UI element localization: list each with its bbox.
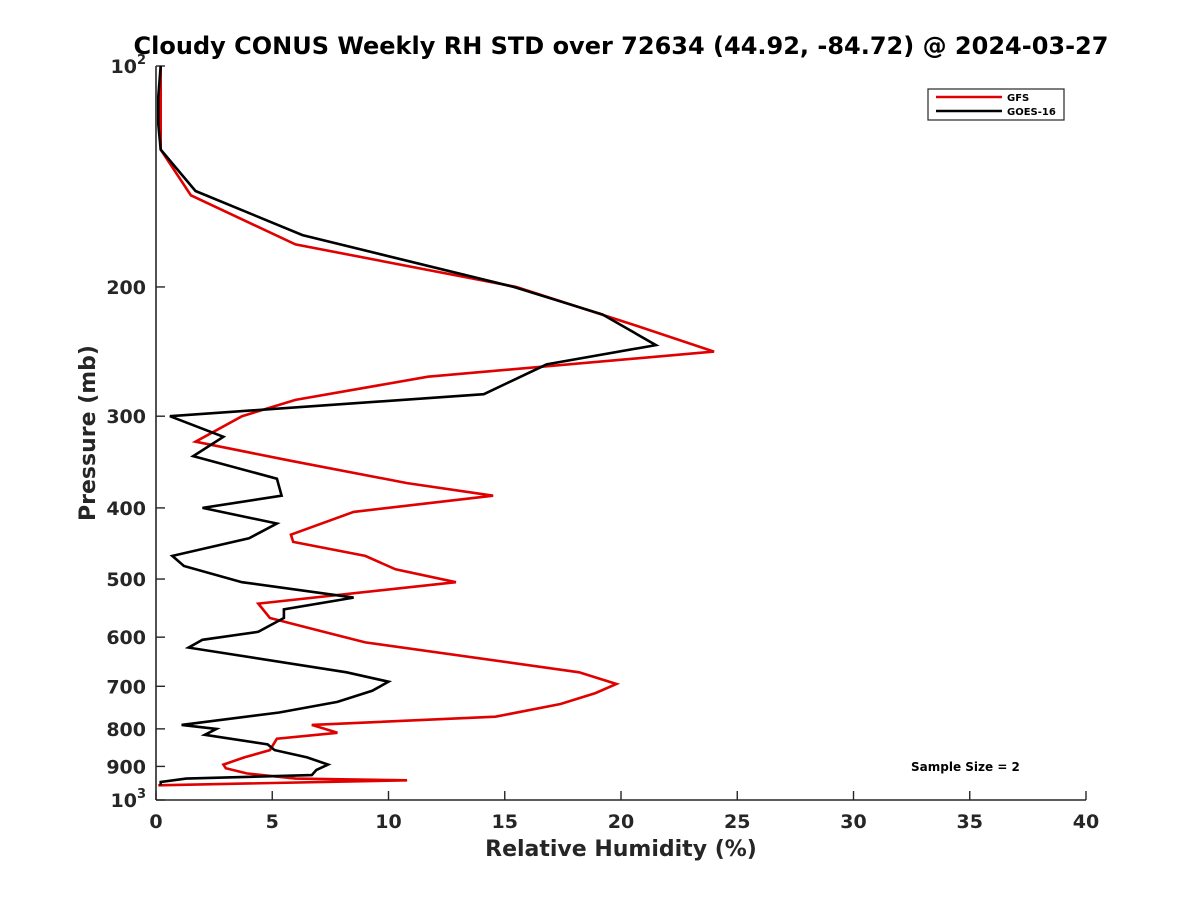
y-tick-label-800: 800 [106, 719, 146, 741]
y-axis-label: Pressure (mb) [76, 345, 101, 521]
x-tick-label-35: 35 [957, 811, 983, 833]
chart-title: Cloudy CONUS Weekly RH STD over 72634 (4… [134, 32, 1109, 60]
y-tick-label-600: 600 [106, 627, 146, 649]
sample-size-annotation: Sample Size = 2 [911, 760, 1020, 774]
series-layer [157, 65, 715, 787]
series-line-gfs [158, 66, 715, 787]
x-tick-label-15: 15 [492, 811, 518, 833]
y-tick-label-900: 900 [106, 756, 146, 778]
series-line-goes-16 [157, 65, 660, 786]
x-axis-label: Relative Humidity (%) [485, 837, 757, 862]
legend-label-goes-16: GOES-16 [1007, 107, 1056, 118]
y-tick-label-200: 200 [106, 277, 146, 299]
legend: GFS GOES-16 [927, 88, 1065, 121]
x-tick-label-0: 0 [149, 811, 162, 833]
x-tick-label-25: 25 [724, 811, 750, 833]
y-tick-label-700: 700 [106, 676, 146, 698]
x-tick-label-10: 10 [375, 811, 401, 833]
y-tick-label-400: 400 [106, 498, 146, 520]
y-tick-label-500: 500 [106, 569, 146, 591]
x-tick-label-30: 30 [840, 811, 866, 833]
x-tick-label-20: 20 [608, 811, 634, 833]
y-tick-label-300: 300 [106, 406, 146, 428]
legend-box [927, 88, 1065, 121]
legend-label-gfs: GFS [1007, 93, 1029, 104]
x-tick-label-40: 40 [1073, 811, 1099, 833]
x-tick-label-5: 5 [266, 811, 279, 833]
x-axis: 0 5 10 15 20 25 30 35 40 [149, 791, 1099, 833]
